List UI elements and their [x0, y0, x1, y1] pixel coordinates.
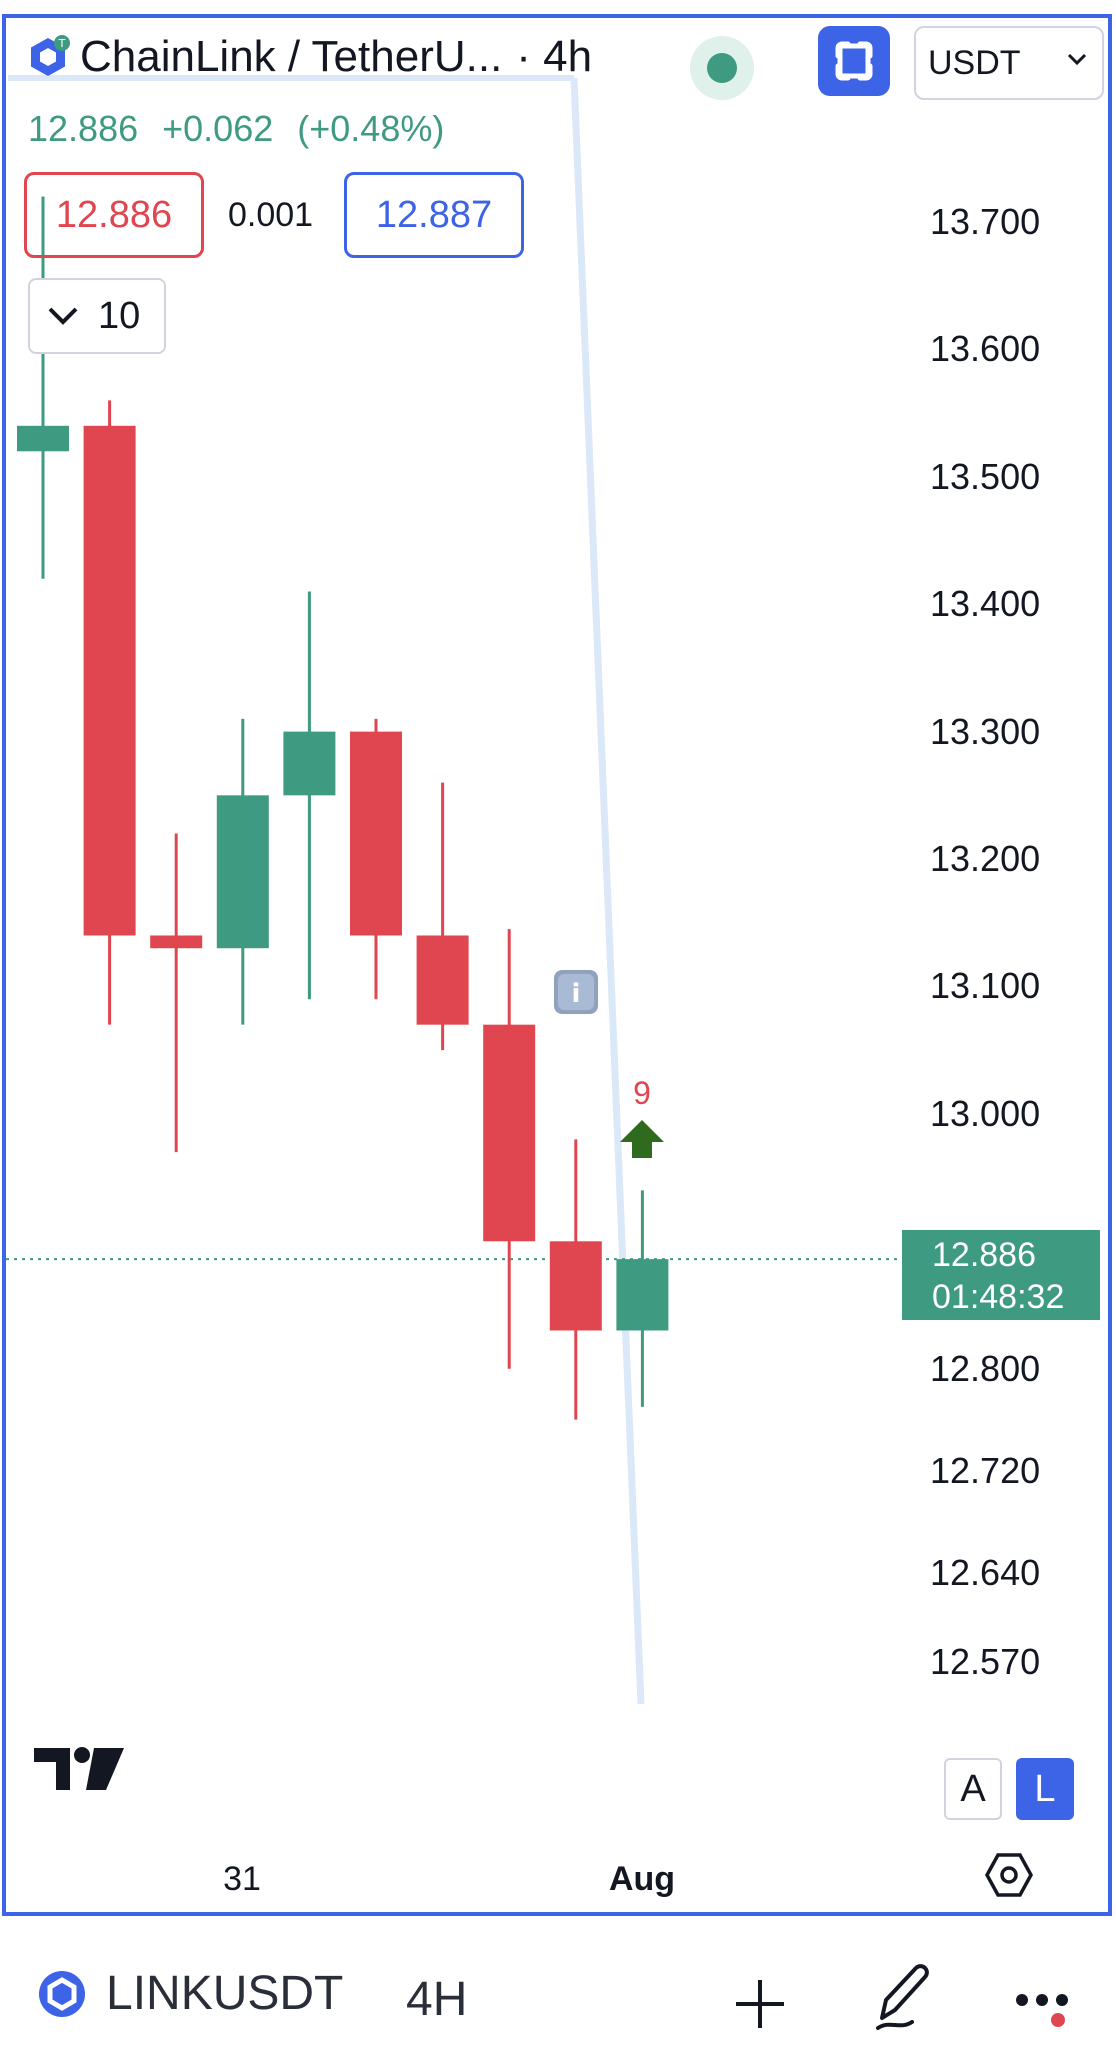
price-axis-label: 12.640 — [930, 1551, 1041, 1593]
svg-text:i: i — [572, 979, 581, 1009]
indicators-toggle[interactable]: 10 — [28, 278, 166, 354]
fullscreen-button[interactable] — [818, 26, 890, 96]
price-change: +0.062 — [162, 108, 274, 149]
price-axis-label: 13.500 — [930, 455, 1041, 497]
log-scale-button[interactable]: L — [1016, 1758, 1074, 1820]
indicators-count: 10 — [98, 294, 141, 337]
last-price-tag-value: 12.886 — [932, 1236, 1036, 1274]
more-options-icon[interactable] — [1014, 1990, 1076, 2030]
chainlink-logo-icon — [39, 1970, 85, 2017]
symbol-switcher[interactable]: LINKUSDT — [38, 1966, 343, 2021]
candle-up[interactable] — [283, 731, 336, 796]
drawn-trend-line[interactable] — [570, 77, 645, 1705]
info-event-icon[interactable]: i — [554, 970, 598, 1014]
bar-countdown: 01:48:32 — [932, 1278, 1065, 1316]
sell-button[interactable]: 12.886 — [24, 172, 204, 258]
price-axis-label: 13.300 — [930, 710, 1041, 752]
price-axis-label: 13.200 — [930, 838, 1041, 880]
svg-text:T: T — [58, 37, 66, 50]
time-axis-label: 31 — [223, 1860, 261, 1898]
buy-button[interactable]: 12.887 — [344, 172, 524, 258]
price-axis-label: 12.720 — [930, 1449, 1041, 1491]
currency-value: USDT — [928, 43, 1021, 82]
buy-signal-arrow — [620, 1120, 664, 1158]
price-axis-label: 12.570 — [930, 1640, 1041, 1682]
price-summary: 12.886 +0.062 (+0.48%) — [28, 108, 458, 150]
bottom-symbol-label: LINKUSDT — [106, 1967, 344, 2020]
price-axis-label: 12.800 — [930, 1347, 1041, 1389]
last-price-tag: 12.886 01:48:32 — [902, 1230, 1100, 1320]
signal-count-label: 9 — [633, 1075, 651, 1111]
price-axis-label: 13.000 — [930, 1092, 1041, 1134]
symbol-title: ChainLink / TetherU... — [80, 32, 503, 81]
chevron-down-icon — [48, 307, 78, 325]
candle-down[interactable] — [483, 1024, 536, 1242]
interval-label: · 4h — [516, 32, 593, 81]
price-axis-label: 13.700 — [930, 200, 1041, 242]
candle-down[interactable] — [549, 1241, 602, 1331]
time-axis-label: Aug — [608, 1860, 676, 1898]
spread-value: 0.001 — [228, 196, 314, 234]
market-open-indicator — [690, 36, 754, 100]
candle-up[interactable] — [616, 1259, 669, 1331]
candle-down[interactable] — [150, 935, 203, 949]
candle-up[interactable] — [216, 795, 269, 949]
drawing-pen-icon[interactable] — [872, 1960, 936, 2032]
price-axis-label: 13.400 — [930, 583, 1041, 625]
chart-frame — [2, 14, 1112, 1916]
price-change-percent: (+0.48%) — [297, 108, 445, 149]
symbol-header[interactable]: T ChainLink / TetherU... · 4h — [26, 32, 592, 82]
chevron-down-icon — [1067, 53, 1087, 66]
candle-down[interactable] — [416, 935, 469, 1025]
price-axis-label: 13.100 — [930, 965, 1041, 1007]
bottom-interval-button[interactable]: 4H — [406, 1973, 468, 2026]
candle-down[interactable] — [83, 425, 136, 936]
auto-scale-button[interactable]: A — [944, 1758, 1002, 1820]
chainlink-logo-icon: T — [26, 35, 70, 79]
add-icon[interactable] — [732, 1976, 788, 2032]
candle-down[interactable] — [350, 731, 402, 936]
price-axis-label: 13.600 — [930, 328, 1041, 370]
currency-select[interactable]: USDT — [914, 26, 1104, 100]
chart-settings-icon[interactable] — [984, 1852, 1034, 1898]
tradingview-logo[interactable] — [34, 1744, 126, 1794]
last-price-value: 12.886 — [28, 108, 139, 149]
bottom-toolbar: LINKUSDT 4H — [0, 1950, 1116, 2048]
fullscreen-icon — [835, 41, 873, 81]
candle-up[interactable] — [17, 425, 69, 452]
